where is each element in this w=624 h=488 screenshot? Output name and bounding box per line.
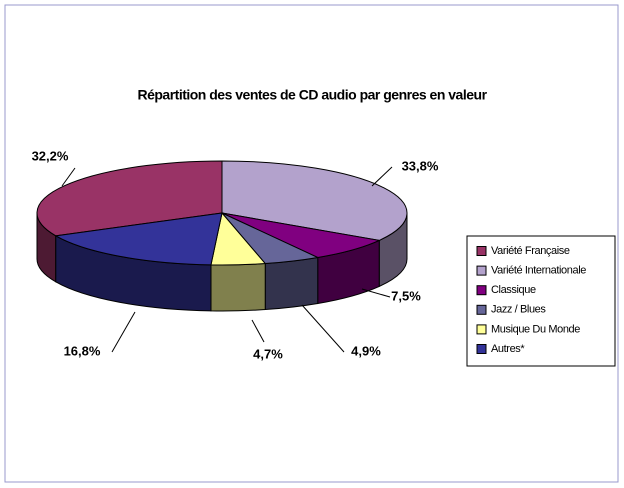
leader-line bbox=[111, 311, 136, 353]
data-label: 4,9% bbox=[351, 343, 381, 358]
legend-label: Variété Internationale bbox=[491, 265, 586, 277]
legend-swatch bbox=[476, 304, 487, 315]
legend-label: Variété Française bbox=[491, 245, 570, 257]
leader-line bbox=[371, 166, 393, 187]
legend-box bbox=[466, 235, 616, 367]
data-label: 7,5% bbox=[391, 288, 421, 303]
slice bbox=[36, 160, 223, 237]
chart-title: Répartition des ventes de CD audio par g… bbox=[137, 87, 487, 103]
leader-line bbox=[301, 304, 345, 353]
data-label: 33,8% bbox=[402, 158, 439, 173]
slice bbox=[54, 212, 223, 266]
legend-label: Classique bbox=[491, 284, 536, 296]
legend-swatch bbox=[476, 265, 487, 276]
slice-side bbox=[210, 263, 266, 312]
legend-swatch bbox=[476, 246, 487, 256]
legend-swatch bbox=[476, 324, 487, 335]
legend-swatch bbox=[476, 344, 487, 354]
slice-side bbox=[264, 256, 319, 311]
slice bbox=[221, 160, 408, 241]
leader-line bbox=[61, 167, 76, 187]
data-label: 32,2% bbox=[32, 148, 69, 163]
legend-label: Autres* bbox=[491, 343, 525, 355]
legend-label: Jazz / Blues bbox=[491, 304, 546, 316]
legend-swatch bbox=[476, 285, 487, 296]
leader-line bbox=[251, 319, 265, 343]
data-label: 4,7% bbox=[253, 346, 283, 361]
data-label: 16,8% bbox=[64, 343, 101, 358]
leader-line bbox=[361, 288, 391, 298]
legend-label: Musique Du Monde bbox=[491, 323, 580, 335]
